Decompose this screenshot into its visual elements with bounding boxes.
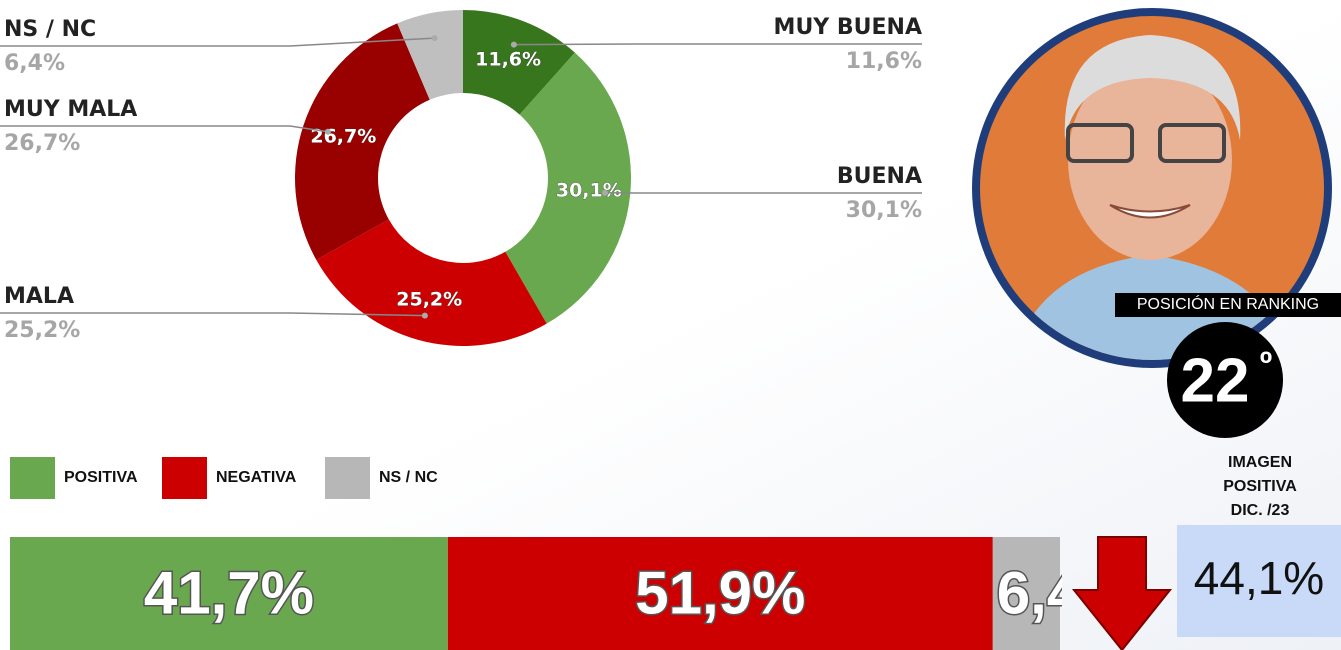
donut-chart: 11,6% MUY BUENA 11,6% 30,1% BUENA 30,1% 25,2% M… — [0, 10, 922, 346]
legend-label: POSITIVA — [64, 469, 138, 486]
leader-line — [0, 125, 329, 133]
bar-label: 51,9% — [635, 559, 805, 626]
down-arrow — [1071, 536, 1173, 650]
previous-box — [1177, 525, 1341, 637]
ranking-position: 22 — [1181, 346, 1250, 415]
bar-segment — [10, 537, 448, 650]
slice-name: MALA — [4, 284, 74, 309]
slice-value: 25,2% — [4, 318, 80, 343]
ranking-suffix: º — [1260, 345, 1272, 383]
leader-line — [0, 312, 425, 317]
previous-value: 44,1% — [1194, 552, 1324, 604]
portrait — [972, 8, 1332, 368]
pie-slice — [294, 23, 430, 260]
slice-label: 11,6% — [475, 48, 541, 70]
pie-slice — [505, 52, 631, 324]
bar-label: 41,7% — [144, 559, 314, 626]
bar-label: 6,4% — [997, 559, 1134, 626]
stacked-bar: 41,7% 51,9% 6,4% — [10, 537, 1134, 650]
ranking-label: POSICIÓN EN RANKING — [1137, 294, 1319, 313]
leader-dot — [324, 128, 331, 135]
leader-dot — [602, 189, 609, 196]
slice-name: BUENA — [837, 164, 922, 189]
slice-value: 30,1% — [846, 198, 922, 223]
leader-dot — [421, 312, 428, 319]
slice-label: 26,7% — [310, 126, 376, 148]
slice-name: MUY BUENA — [774, 15, 922, 40]
leader-dot — [431, 35, 438, 42]
slice-value: 11,6% — [846, 49, 922, 74]
legend: POSITIVA NEGATIVA NS / NC — [10, 457, 438, 499]
pie-slice — [463, 10, 575, 115]
leader-line — [0, 37, 435, 47]
leader-dot — [510, 41, 517, 48]
previous-title: IMAGEN — [1228, 454, 1292, 471]
slice-name: MUY MALA — [4, 97, 137, 122]
previous-title: DIC. /23 — [1231, 502, 1290, 519]
legend-swatch — [10, 457, 55, 499]
legend-label: NS / NC — [379, 469, 438, 486]
legend-label: NEGATIVA — [216, 469, 297, 486]
slice-name: NS / NC — [4, 17, 96, 42]
slice-value: 26,7% — [4, 131, 80, 156]
pie-slice — [397, 10, 463, 100]
legend-swatch — [162, 457, 207, 499]
ranking-label-box — [1115, 293, 1341, 317]
legend-swatch — [325, 457, 370, 499]
slice-label: 30,1% — [556, 180, 622, 202]
previous-title: POSITIVA — [1223, 478, 1297, 495]
slice-value: 6,4% — [4, 51, 65, 76]
ranking-circle — [1167, 322, 1283, 438]
bar-segment — [992, 537, 1060, 650]
slice-label: 25,2% — [396, 288, 462, 310]
leader-line — [513, 43, 922, 46]
bar-segment — [447, 537, 993, 650]
